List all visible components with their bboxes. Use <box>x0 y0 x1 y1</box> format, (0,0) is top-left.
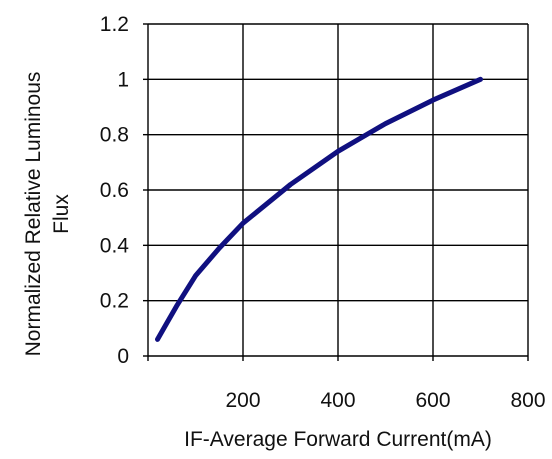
x-tick-label: 200 <box>225 389 260 412</box>
x-tick-label: 800 <box>510 389 545 412</box>
y-tick-label: 0.6 <box>100 179 129 202</box>
y-tick-label: 0.2 <box>100 290 129 313</box>
x-axis-title: IF-Average Forward Current(mA) <box>184 428 492 451</box>
y-tick-label: 1 <box>117 68 129 91</box>
y-tick-label: 0.8 <box>100 124 129 147</box>
grid <box>147 23 529 357</box>
y-tick-label: 0 <box>117 345 129 368</box>
plot-area <box>155 76 483 342</box>
y-axis-title-line-2: Flux <box>50 194 73 234</box>
series-line <box>155 76 483 342</box>
x-tick-label: 400 <box>320 389 355 412</box>
x-tick-label: 600 <box>415 389 450 412</box>
y-tick-label: 1.2 <box>100 13 129 36</box>
y-axis-title: Normalized Relative Luminous Flux <box>22 72 73 357</box>
y-axis-title-line-1: Normalized Relative Luminous <box>22 72 45 357</box>
y-tick-label: 0.4 <box>100 234 130 257</box>
y-axis-ticks: 0 0.2 0.4 0.6 0.8 1 1.2 <box>100 13 148 368</box>
x-axis-ticks: 200 400 600 800 <box>147 356 546 412</box>
